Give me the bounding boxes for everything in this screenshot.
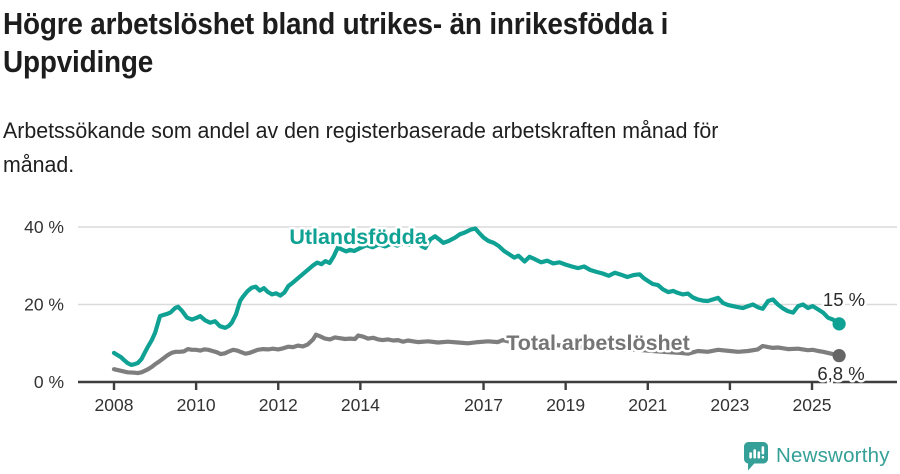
page-subtitle-line-1: Arbetssökande som andel av den registerb… bbox=[3, 118, 719, 143]
series-line-utlandsfodda bbox=[111, 226, 842, 367]
page-title-line-1: Högre arbetslöshet bland utrikes- än inr… bbox=[3, 6, 669, 41]
y-tick-label: 20 % bbox=[24, 295, 64, 315]
x-tick-label-2025: 2025 bbox=[793, 395, 832, 415]
page-title-line-2: Uppvidinge bbox=[3, 44, 154, 79]
x-tick-label-2023: 2023 bbox=[710, 395, 749, 415]
x-tick-label-2014: 2014 bbox=[341, 395, 380, 415]
x-tick-label-2019: 2019 bbox=[546, 395, 585, 415]
y-tick-label: 40 % bbox=[24, 217, 64, 237]
y-tick-label: 0 % bbox=[34, 372, 64, 392]
series-line-total bbox=[111, 332, 842, 376]
newsworthy-logo-link[interactable]: Newsworthy bbox=[744, 440, 890, 472]
series-end-dot bbox=[832, 317, 846, 331]
page-subtitle-line-2: månad. bbox=[3, 152, 75, 177]
newsworthy-brand-name: Newsworthy bbox=[776, 444, 890, 467]
x-tick-label-2012: 2012 bbox=[259, 395, 298, 415]
x-tick-label-2017: 2017 bbox=[464, 395, 503, 415]
series-end-dot bbox=[832, 349, 846, 363]
page-title: Högre arbetslöshet bland utrikes- än inr… bbox=[3, 5, 867, 81]
page-subtitle: Arbetssökande som andel av den registerb… bbox=[3, 114, 857, 182]
series-end-value-label: 6,8 % bbox=[817, 363, 864, 384]
x-tick-label-2021: 2021 bbox=[628, 395, 667, 415]
series-label: Utlandsfödda bbox=[289, 225, 427, 249]
x-tick-label-2010: 2010 bbox=[177, 395, 216, 415]
x-tick-label-2008: 2008 bbox=[95, 395, 134, 415]
newsworthy-bubble-chart-icon bbox=[744, 441, 768, 470]
series-label: Total arbetslöshet bbox=[506, 331, 690, 355]
series-end-value-label: 15 % bbox=[823, 289, 865, 310]
